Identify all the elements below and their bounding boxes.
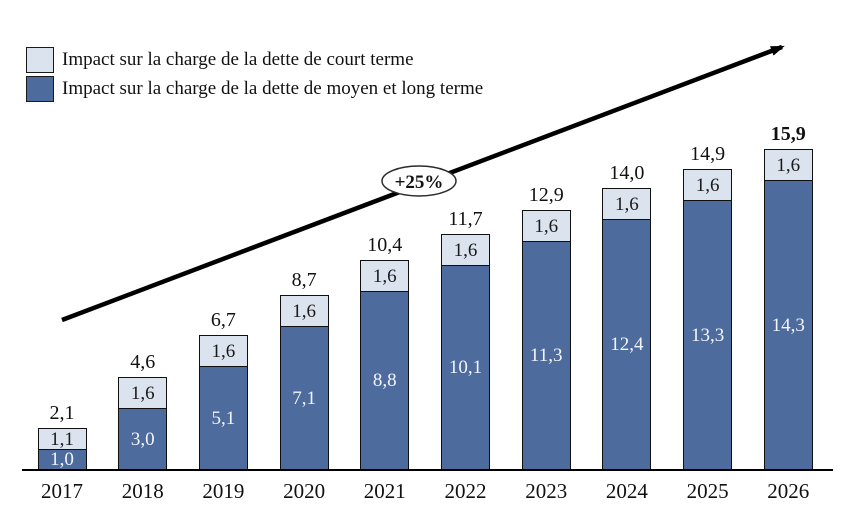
bar-segment-long-term-value: 5,1 xyxy=(211,407,236,429)
bar-segment-short-term-value: 1,1 xyxy=(50,428,74,450)
bar-total-label: 4,6 xyxy=(130,351,156,373)
bar-column: 6,7 1,6 5,1 xyxy=(198,309,248,470)
legend-label-long-term: Impact sur la charge de la dette de moye… xyxy=(62,78,484,99)
growth-annotation: +25% xyxy=(395,172,444,193)
bar-segment-long-term-value: 12,4 xyxy=(610,334,644,355)
legend-swatch-short-term-icon xyxy=(26,47,54,73)
bar-segment-long-term-value: 8,8 xyxy=(372,370,397,391)
bar-segment-short-term: 1,1 xyxy=(37,428,87,450)
bar-segment-long-term: 3,0 xyxy=(118,409,168,470)
bar-segment-short-term: 1,6 xyxy=(763,149,813,181)
bar-segment-long-term: 8,8 xyxy=(360,292,410,470)
bar-column: 14,9 1,6 13,3 xyxy=(683,143,733,470)
bar-total-label: 14,9 xyxy=(690,143,726,165)
bar-segment-short-term-value: 1,6 xyxy=(453,239,478,261)
bar-segment-short-term-value: 1,6 xyxy=(615,193,639,215)
bar-total-label: 6,7 xyxy=(210,309,236,331)
bar-segment-long-term: 7,1 xyxy=(279,327,329,470)
bar-segment-short-term: 1,6 xyxy=(279,295,329,327)
bar-column: 14,0 1,6 12,4 xyxy=(602,162,652,470)
bar-segment-long-term: 11,3 xyxy=(521,242,571,470)
legend-label-short-term: Impact sur la charge de la dette de cour… xyxy=(62,49,414,70)
x-axis-label: 2018 xyxy=(121,479,164,503)
bar-total-label: 15,9 xyxy=(770,123,806,145)
legend-swatch-long-term-icon xyxy=(26,76,54,102)
bar-segment-short-term-value: 1,6 xyxy=(130,382,155,404)
bar-segment-short-term: 1,6 xyxy=(441,234,490,266)
bar-segment-short-term-value: 1,6 xyxy=(372,265,397,287)
bar-segment-long-term: 1,0 xyxy=(37,450,87,470)
bar-segment-short-term-value: 1,6 xyxy=(695,174,720,196)
x-axis-label: 2020 xyxy=(283,479,326,503)
bar-segment-long-term: 10,1 xyxy=(441,266,490,470)
x-axis-label: 2021 xyxy=(363,479,406,503)
bar-column: 11,7 1,6 10,1 xyxy=(441,208,490,470)
bar-segment-short-term: 1,6 xyxy=(198,335,248,367)
bar-segment-short-term: 1,6 xyxy=(118,377,168,409)
x-axis-label: 2023 xyxy=(525,479,568,503)
bar-segment-long-term-value: 3,0 xyxy=(130,428,155,450)
bar-total-label: 12,9 xyxy=(528,184,564,206)
bar-column: 10,4 1,6 8,8 xyxy=(360,234,410,470)
x-axis-line xyxy=(22,469,833,471)
bar-column: 2,1 1,1 1,0 xyxy=(37,402,87,470)
bar-segment-long-term: 13,3 xyxy=(683,201,733,470)
bar-total-label: 10,4 xyxy=(367,234,403,256)
legend-item-long-term: Impact sur la charge de la dette de moye… xyxy=(26,76,483,102)
bar-segment-long-term: 12,4 xyxy=(602,220,652,470)
x-axis-label: 2019 xyxy=(202,479,245,503)
bar-total-label: 14,0 xyxy=(609,162,645,184)
bar-column: 8,7 1,6 7,1 xyxy=(279,269,329,470)
annotation-ellipse xyxy=(381,165,457,197)
bar-segment-short-term: 1,6 xyxy=(360,260,410,292)
bar-segment-short-term: 1,6 xyxy=(683,169,733,201)
bar-segment-long-term: 14,3 xyxy=(763,181,813,470)
bar-segment-long-term-value: 10,1 xyxy=(448,357,483,378)
bar-segment-long-term-value: 13,3 xyxy=(690,324,725,346)
bar-total-label: 11,7 xyxy=(448,208,483,230)
bar-segment-short-term-value: 1,6 xyxy=(534,215,559,237)
bar-segment-short-term-value: 1,6 xyxy=(211,340,236,362)
x-axis-label: 2026 xyxy=(767,479,810,503)
legend: Impact sur la charge de la dette de cour… xyxy=(26,47,483,105)
bar-column: 15,9 1,6 14,3 xyxy=(763,123,813,470)
x-axis-label: 2022 xyxy=(444,479,487,503)
bar-segment-long-term-value: 14,3 xyxy=(771,314,805,336)
bar-segment-long-term-value: 11,3 xyxy=(529,345,563,366)
bar-segment-long-term-value: 7,1 xyxy=(292,387,316,409)
bar-segment-short-term-value: 1,6 xyxy=(292,300,316,322)
x-axis-label: 2017 xyxy=(41,479,83,503)
bar-column: 12,9 1,6 11,3 xyxy=(521,184,571,470)
bar-segment-short-term: 1,6 xyxy=(521,210,571,242)
x-axis-label: 2025 xyxy=(686,479,729,503)
legend-item-short-term: Impact sur la charge de la dette de cour… xyxy=(26,47,483,73)
bar-segment-long-term: 5,1 xyxy=(198,367,248,470)
x-axis-label: 2024 xyxy=(605,479,648,503)
bar-total-label: 2,1 xyxy=(49,402,75,424)
bar-segment-short-term-value: 1,6 xyxy=(776,154,801,176)
bar-segment-short-term: 1,6 xyxy=(602,188,652,220)
bar-column: 4,6 1,6 3,0 xyxy=(118,351,168,470)
bar-total-label: 8,7 xyxy=(291,269,317,291)
bar-segment-long-term-value: 1,0 xyxy=(50,450,74,470)
